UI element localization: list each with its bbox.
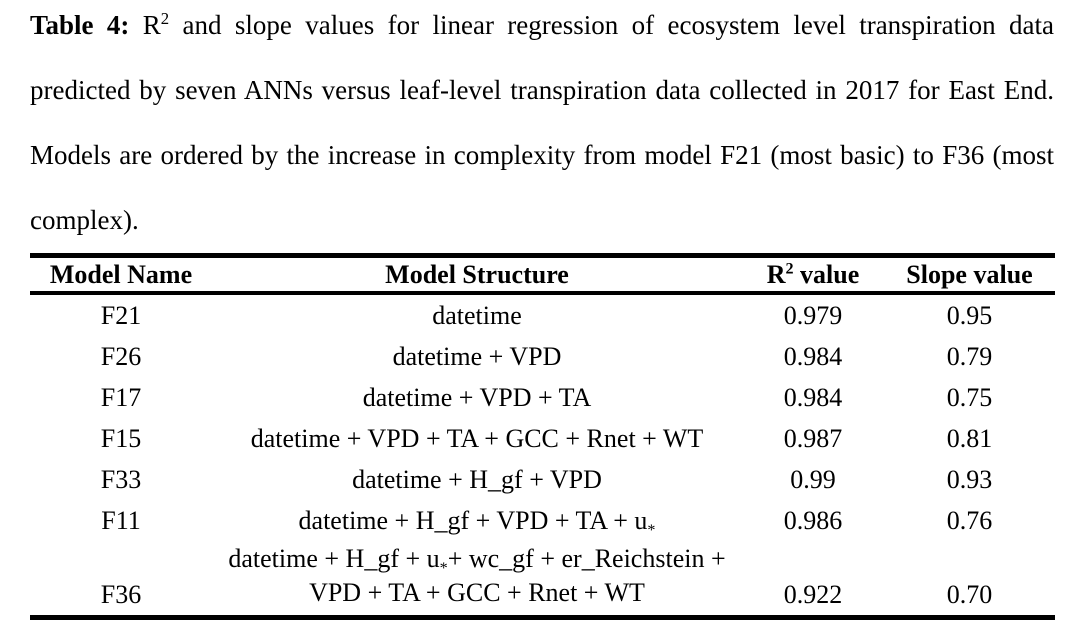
slope-value-cell: 0.93 (946, 464, 993, 494)
model-name-cell: F36 (100, 580, 142, 610)
header-model-structure: Model Structure (385, 259, 569, 289)
model-structure-cell: datetime + H_gf + VPD + TA + u* (212, 505, 742, 539)
model-structure-cell: datetime (432, 300, 522, 330)
slope-value-cell: 0.70 (946, 580, 993, 610)
structure-line-2: VPD + TA + GCC + Rnet + WT (309, 578, 645, 607)
r2-value-cell: 0.979 (783, 300, 843, 330)
slope-value-cell: 0.76 (946, 505, 993, 535)
table-row-f21: F21 datetime 0.979 0.95 (30, 295, 1055, 336)
ustar-subscript: * (439, 560, 448, 578)
model-structure-cell: datetime + H_gf + u*+ wc_gf + er_Reichst… (212, 542, 742, 615)
table-row-f15: F15 datetime + VPD + TA + GCC + Rnet + W… (30, 418, 1055, 459)
structure-text: datetime + H_gf + u (228, 544, 440, 573)
header-r2-value: R2 value (742, 260, 884, 290)
header-r2-rest: value (793, 259, 860, 289)
model-name-cell: F11 (101, 505, 141, 535)
r2-value-cell: 0.986 (783, 505, 843, 535)
table-row-f11: F11 datetime + H_gf + VPD + TA + u* 0.98… (30, 500, 1055, 541)
ustar-subscript: * (647, 521, 656, 539)
results-table: Model Name Model Structure R2 value Slop… (30, 253, 1055, 620)
table-header-row: Model Name Model Structure R2 value Slop… (30, 258, 1055, 295)
model-structure-cell: datetime + VPD + TA + GCC + Rnet + WT (250, 423, 704, 453)
slope-value-cell: 0.75 (946, 382, 993, 412)
model-structure-cell: datetime + VPD + TA (362, 382, 592, 412)
caption-line-4: complex). (30, 205, 139, 235)
model-name-cell: F17 (100, 382, 142, 412)
header-r2-base: R (766, 259, 786, 289)
table-row-f33: F33 datetime + H_gf + VPD 0.99 0.93 (30, 459, 1055, 500)
caption-r-symbol: R (142, 10, 161, 40)
table-caption: Table 4: R2 and slope values for linear … (30, 8, 1054, 268)
structure-text-rest: + wc_gf + er_Reichstein + (447, 544, 726, 573)
structure-line-1: datetime + H_gf + u*+ wc_gf + er_Reichst… (212, 542, 742, 578)
slope-value-cell: 0.95 (946, 300, 993, 330)
header-r2-superscript: 2 (785, 259, 794, 277)
r2-value-cell: 0.984 (783, 341, 843, 371)
caption-r-superscript: 2 (160, 9, 170, 28)
model-structure-cell: datetime + H_gf + VPD (352, 464, 602, 494)
table-row-f26: F26 datetime + VPD 0.984 0.79 (30, 336, 1055, 377)
slope-value-cell: 0.79 (946, 341, 993, 371)
caption-line-1-text: and slope values for linear regression o… (182, 10, 1055, 40)
r2-value-cell: 0.987 (783, 423, 843, 453)
r2-value-cell: 0.99 (790, 464, 836, 494)
header-slope-value: Slope value (906, 259, 1033, 289)
structure-text: datetime + H_gf + VPD + TA + u (298, 505, 648, 535)
model-name-cell: F26 (100, 341, 142, 371)
model-name-cell: F15 (100, 423, 142, 453)
table-row-f36: F36 datetime + H_gf + u*+ wc_gf + er_Rei… (30, 541, 1055, 615)
table-row-f17: F17 datetime + VPD + TA 0.984 0.75 (30, 377, 1055, 418)
caption-table-number: Table 4: (30, 10, 130, 40)
model-name-cell: F33 (100, 464, 142, 494)
r2-value-cell: 0.922 (783, 580, 843, 610)
slope-value-cell: 0.81 (946, 423, 993, 453)
r2-value-cell: 0.984 (783, 382, 843, 412)
header-model-name: Model Name (49, 259, 193, 289)
caption-line-2: predicted by seven ANNs versus leaf-leve… (30, 75, 1054, 105)
model-name-cell: F21 (100, 300, 142, 330)
caption-line-3: Models are ordered by the increase in co… (30, 140, 1054, 170)
caption-line-1: Table 4: R2 and slope values for linear … (30, 8, 1054, 42)
model-structure-cell: datetime + VPD (392, 341, 562, 371)
